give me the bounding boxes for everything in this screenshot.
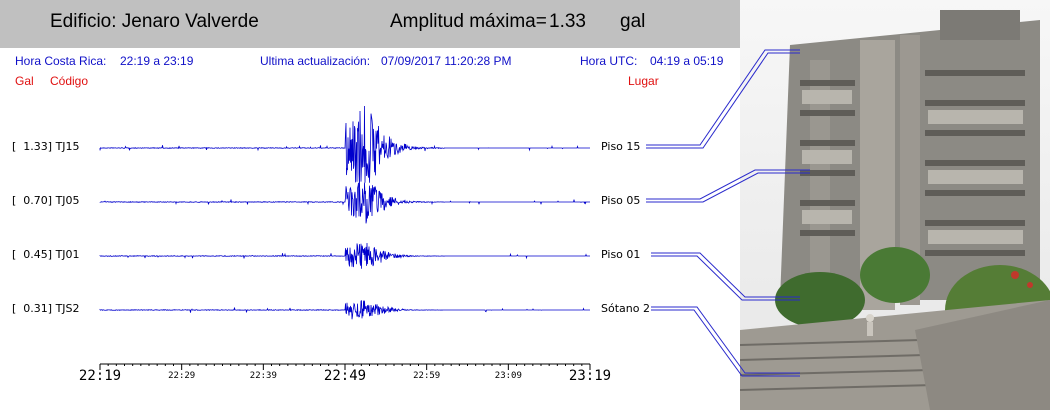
local-time-label: Hora Costa Rica:: [15, 54, 107, 68]
column-code: Código: [50, 74, 89, 88]
tick-label-major: 23:19: [568, 368, 612, 384]
tick-label-minor: 22:59: [413, 371, 441, 381]
trace-tj01: [99, 243, 590, 269]
local-time-range: 22:19 a 23:19: [120, 54, 194, 68]
amplitude-value: 1.33: [549, 11, 586, 32]
trace-tj15: [99, 106, 590, 187]
update-label: Ultima actualización:: [260, 54, 371, 68]
header-bar: Edificio: Jenaro Valverde Amplitud máxim…: [0, 0, 740, 48]
column-gal: Gal: [15, 74, 34, 88]
trace-tj05: [99, 182, 590, 224]
place-label-tj01: Piso 01: [601, 248, 641, 261]
update-value: 07/09/2017 11:20:28 PM: [381, 54, 512, 68]
tick-label-minor: 22:39: [249, 371, 277, 381]
seismogram-chart: [99, 106, 591, 370]
amplitude-unit: gal: [620, 11, 646, 32]
place-label-tjs2: Sótano 2: [601, 302, 650, 315]
tick-label-minor: 22:29: [168, 371, 196, 381]
tick-label-minor: 23:09: [494, 371, 522, 381]
trace-tjs2: [99, 300, 590, 320]
building-name: Edificio: Jenaro Valverde: [50, 11, 259, 32]
place-label-tj05: Piso 05: [601, 194, 641, 207]
channel-label-tjs2: [ 0.31] TJS2: [12, 302, 80, 315]
building-photo: [740, 0, 1050, 410]
channel-label-tj15: [ 1.33] TJ15: [12, 140, 80, 153]
amplitude-label: Amplitud máxima=: [390, 11, 547, 32]
channel-label-tj05: [ 0.70] TJ05: [12, 194, 80, 207]
tick-label-major: 22:19: [78, 368, 122, 384]
place-label-tj15: Piso 15: [601, 140, 641, 153]
utc-label: Hora UTC:: [580, 54, 638, 68]
tick-label-major: 22:49: [323, 368, 367, 384]
channel-label-tj01: [ 0.45] TJ01: [12, 248, 80, 261]
